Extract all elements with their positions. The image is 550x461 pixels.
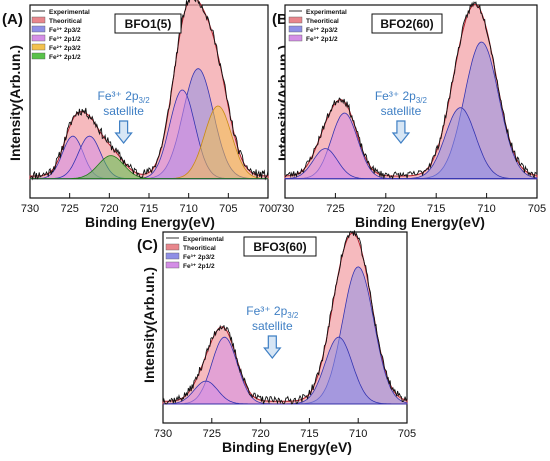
legend-swatch — [165, 261, 180, 269]
x-tick-label: 725 — [203, 428, 221, 440]
x-tick-label: 715 — [300, 428, 318, 440]
legend-swatch — [288, 34, 303, 42]
legend-swatch — [31, 25, 46, 33]
plot-area: 730 725 720 715 710 705 — [154, 230, 416, 440]
legend-label: Theoritical — [306, 18, 339, 25]
x-tick-label: 720 — [251, 428, 269, 440]
legend-swatch — [165, 252, 180, 260]
legend-label: Fe²⁺ 2p3/2 — [49, 45, 81, 52]
sample-label-box: BFO3(60) — [243, 236, 317, 257]
legend-label: Fe³⁺ 2p1/2 — [306, 36, 338, 43]
x-tick-label: 710 — [349, 428, 367, 440]
x-tick-label: 730 — [276, 203, 294, 215]
x-tick-label: 730 — [154, 428, 172, 440]
x-tick-label: 725 — [60, 203, 78, 215]
legend-label: Fe²⁺ 2p1/2 — [49, 54, 81, 61]
legend-swatch — [31, 52, 46, 60]
panel-letter: (C) — [137, 237, 158, 254]
series-component-4 — [284, 148, 537, 180]
x-tick-label: 710 — [179, 203, 197, 215]
legend-label: Fe³⁺ 2p3/2 — [306, 27, 338, 34]
down-arrow-icon — [391, 120, 411, 144]
annotation-line1: Fe³⁺ 2p3/2 — [375, 89, 428, 105]
legend-swatch — [31, 43, 46, 51]
legend-label: Theoritical — [183, 245, 216, 252]
sample-label: BFO2(60) — [380, 17, 433, 31]
x-tick-label: 725 — [326, 203, 344, 215]
y-axis-label: Intensity(Arb.un.) — [7, 45, 23, 161]
plot-area: 730 725 720 715 710 705 — [276, 1, 546, 215]
x-tick-label: 720 — [377, 203, 395, 215]
x-tick-label: 705 — [398, 428, 416, 440]
legend: Experimental Theoritical Fe³⁺ 2p3/2 Fe³⁺ 2p… — [288, 9, 347, 43]
legend-label: Fe³⁺ 2p3/2 — [49, 27, 81, 34]
panel-c: (C) Intensity(Arb.un.) 730 725 720 715 710 70… — [137, 230, 416, 455]
down-arrow-icon — [114, 120, 133, 144]
x-tick-label: 700 — [259, 203, 277, 215]
series-experimental — [162, 230, 408, 405]
legend-label: Experimental — [183, 236, 224, 243]
annotation-line2: satellite — [103, 104, 144, 118]
x-tick-label: 715 — [140, 203, 158, 215]
plot-area: 730 725 720 715 710 705 700 — [21, 0, 277, 215]
legend: Experimental Theoritical Fe³⁺ 2p3/2 Fe³⁺ 2p… — [31, 9, 90, 61]
legend-label: Fe³⁺ 2p3/2 — [183, 254, 215, 261]
series-component-4 — [163, 380, 407, 405]
sample-label: BFO3(60) — [253, 240, 306, 254]
series-experimental — [284, 1, 538, 180]
legend-label: Theoritical — [49, 18, 82, 25]
x-tick-label: 705 — [528, 203, 546, 215]
annotation-line2: satellite — [252, 319, 293, 333]
legend-swatch — [31, 16, 46, 24]
annotation-line2: satellite — [381, 104, 422, 118]
down-arrow-icon — [263, 335, 282, 359]
x-axis-label: Binding Energy(eV) — [85, 214, 215, 230]
x-tick-label: 715 — [427, 203, 445, 215]
legend-swatch — [288, 25, 303, 33]
sample-label: BFO1(5) — [125, 17, 172, 31]
x-tick-label: 720 — [100, 203, 118, 215]
legend-label: Experimental — [49, 9, 90, 16]
panel-a: (A) Intensity(Arb.un.) 730 725 720 715 710 70… — [2, 0, 277, 230]
series-experimental — [29, 0, 269, 181]
annotation-line1: Fe³⁺ 2p3/2 — [98, 89, 151, 105]
legend-swatch — [288, 16, 303, 24]
legend-label: Fe³⁺ 2p1/2 — [183, 263, 215, 270]
x-tick-label: 730 — [21, 203, 39, 215]
sample-label-box: BFO1(5) — [114, 13, 182, 34]
annotation-line1: Fe³⁺ 2p3/2 — [246, 304, 299, 320]
legend-swatch — [165, 243, 180, 251]
panel-b: (B) Intensity(Arb.un.) 730 725 720 715 710 70… — [272, 1, 546, 230]
legend-label: Fe³⁺ 2p1/2 — [49, 36, 81, 43]
series-component-6 — [30, 155, 268, 180]
x-axis-label: Binding Energy(eV) — [355, 214, 485, 230]
x-axis-label: Binding Energy(eV) — [222, 439, 352, 455]
y-axis-label: Intensity(Arb.un.) — [141, 267, 157, 383]
x-tick-label: 705 — [219, 203, 237, 215]
legend-label: Experimental — [306, 9, 347, 16]
sample-label-box: BFO2(60) — [371, 13, 443, 34]
legend: Experimental Theoritical Fe³⁺ 2p3/2 Fe³⁺ 2p… — [165, 236, 224, 270]
panel-letter: (A) — [2, 11, 23, 28]
x-tick-label: 710 — [477, 203, 495, 215]
legend-swatch — [31, 34, 46, 42]
